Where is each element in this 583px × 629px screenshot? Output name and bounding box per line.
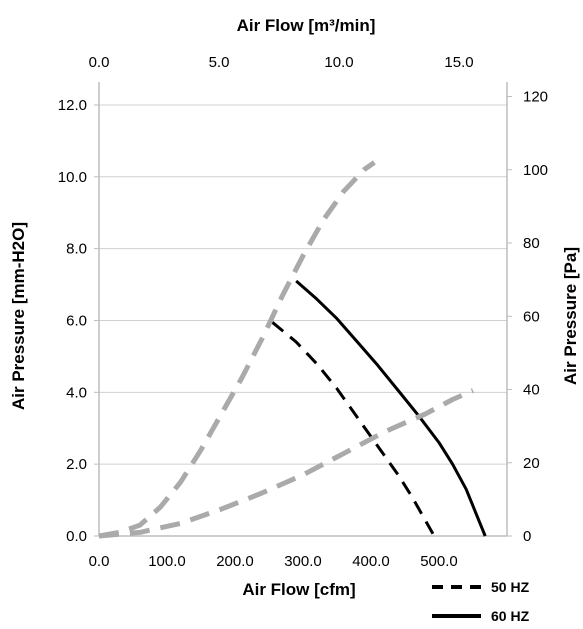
bottom-tick-label-0: 0.0	[89, 553, 110, 570]
tick-labels: 0.0 2.0 4.0 6.0 8.0 10.0 12.0 0 20 40 60 80 100 120 0.…	[58, 54, 548, 570]
series-layer	[98, 160, 487, 539]
right-axis-title: Air Pressure [Pa]	[561, 247, 580, 385]
legend-label-60hz: 60 HZ	[491, 608, 530, 624]
left-tick-label-0: 0.0	[66, 528, 87, 545]
legend: 50 HZ 60 HZ	[432, 579, 530, 624]
bottom-axis-title: Air Flow [cfm]	[242, 580, 355, 599]
top-tick-label-3: 15.0	[444, 54, 473, 71]
left-tick-label-6: 12.0	[58, 97, 87, 114]
left-tick-label-5: 10.0	[58, 169, 87, 186]
series-reference-2	[98, 160, 376, 539]
grid-layer	[99, 104, 507, 465]
legend-label-50hz: 50 HZ	[491, 579, 530, 595]
series-reference-3	[98, 388, 475, 539]
bottom-tick-label-2: 200.0	[216, 553, 254, 570]
right-tick-label-3: 60	[523, 308, 540, 325]
series-60hz	[295, 279, 487, 537]
left-axis-title: Air Pressure [mm-H2O]	[9, 222, 28, 410]
top-tick-label-2: 10.0	[324, 54, 353, 71]
right-tick-label-1: 20	[523, 455, 540, 472]
bottom-tick-label-3: 300.0	[284, 553, 322, 570]
plot-frame	[94, 82, 512, 537]
bottom-tick-label-4: 400.0	[352, 553, 390, 570]
right-tick-label-5: 100	[523, 162, 548, 179]
bottom-tick-label-1: 100.0	[148, 553, 186, 570]
top-axis-title: Air Flow [m³/min]	[237, 16, 376, 35]
left-tick-label-2: 4.0	[66, 384, 87, 401]
top-tick-label-0: 0.0	[89, 54, 110, 71]
right-tick-label-6: 120	[523, 89, 548, 106]
right-tick-label-0: 0	[523, 528, 531, 545]
series-50hz	[271, 321, 436, 537]
right-tick-label-2: 40	[523, 382, 540, 399]
right-tick-label-4: 80	[523, 235, 540, 252]
left-tick-label-3: 6.0	[66, 312, 87, 329]
left-tick-label-4: 8.0	[66, 241, 87, 258]
left-tick-label-1: 2.0	[66, 456, 87, 473]
top-tick-label-1: 5.0	[209, 54, 230, 71]
bottom-tick-label-5: 500.0	[420, 553, 458, 570]
